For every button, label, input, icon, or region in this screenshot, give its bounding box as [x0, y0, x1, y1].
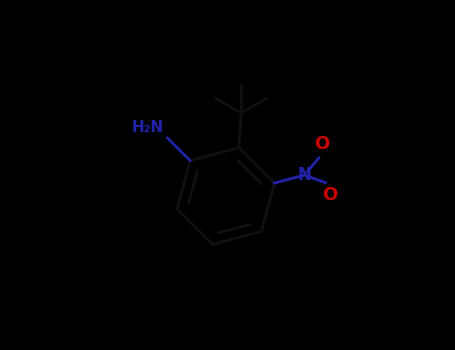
Text: H₂N: H₂N [132, 120, 164, 135]
Text: O: O [322, 186, 338, 204]
Text: N: N [298, 166, 311, 184]
Text: O: O [314, 135, 329, 153]
